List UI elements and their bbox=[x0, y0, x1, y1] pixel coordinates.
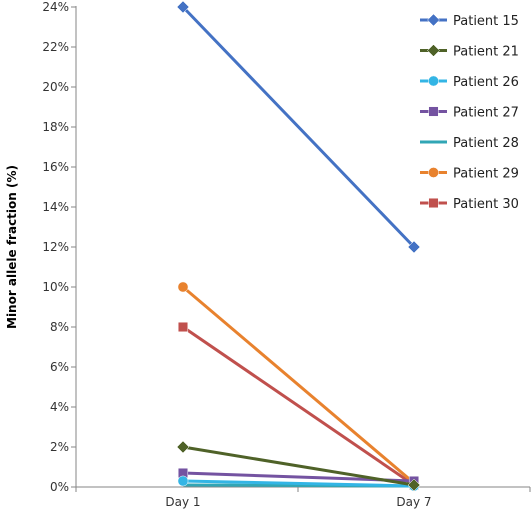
data-point bbox=[177, 281, 189, 293]
legend-label: Patient 30 bbox=[453, 197, 519, 212]
data-point bbox=[176, 0, 190, 14]
data-point bbox=[428, 197, 439, 209]
y-tick-label: 4% bbox=[50, 400, 69, 414]
series-patient-21 bbox=[176, 440, 421, 492]
data-point bbox=[427, 13, 440, 27]
legend-item: Patient 29 bbox=[420, 167, 519, 182]
plot-area: 0% 2% 4% 6% 8% 10% 12% 14% 16% 18% 20% 22% 24% Day 1… bbox=[42, 0, 531, 509]
y-tick-label: 22% bbox=[42, 40, 69, 54]
series-line bbox=[182, 325, 415, 487]
data-point bbox=[427, 44, 440, 57]
legend-label: Patient 29 bbox=[453, 167, 519, 182]
series-line bbox=[182, 479, 415, 488]
series-line bbox=[182, 285, 415, 485]
series-line bbox=[182, 445, 415, 487]
data-point bbox=[407, 478, 421, 492]
data-point bbox=[177, 475, 189, 487]
x-tick-label: Day 1 bbox=[165, 495, 200, 509]
data-point bbox=[176, 440, 190, 454]
y-tick-label: 14% bbox=[42, 200, 69, 214]
series-line bbox=[181, 5, 416, 249]
legend-item: Patient 27 bbox=[420, 106, 519, 121]
data-point bbox=[428, 106, 439, 117]
y-tick-label: 24% bbox=[42, 0, 69, 14]
legend-label: Patient 28 bbox=[453, 136, 519, 151]
y-axis-ticks: 0% 2% 4% 6% 8% 10% 12% 14% 16% 18% 20% 22% 24% bbox=[42, 0, 76, 494]
y-tick-label: 8% bbox=[50, 320, 69, 334]
series-patient-15 bbox=[176, 0, 421, 254]
x-tick-label: Day 7 bbox=[396, 495, 431, 509]
series-patient-29 bbox=[177, 281, 420, 489]
legend: Patient 15 Patient 21 Patient 26 Patient 27… bbox=[420, 13, 519, 212]
legend-label: Patient 27 bbox=[453, 106, 519, 121]
data-point bbox=[428, 75, 439, 87]
data-point bbox=[428, 167, 439, 178]
legend-item: Patient 26 bbox=[420, 75, 519, 90]
legend-label: Patient 26 bbox=[453, 75, 519, 90]
legend-label: Patient 21 bbox=[453, 45, 519, 60]
legend-item: Patient 15 bbox=[420, 13, 519, 29]
y-tick-label: 10% bbox=[42, 280, 69, 294]
legend-item: Patient 30 bbox=[420, 197, 519, 212]
y-tick-label: 16% bbox=[42, 160, 69, 174]
y-tick-label: 2% bbox=[50, 440, 69, 454]
y-tick-label: 18% bbox=[42, 120, 69, 134]
y-axis-title: Minor allele fraction (%) bbox=[5, 165, 19, 329]
y-tick-label: 12% bbox=[42, 240, 69, 254]
legend-item: Patient 28 bbox=[420, 136, 519, 151]
legend-label: Patient 15 bbox=[453, 14, 519, 29]
y-tick-label: 6% bbox=[50, 360, 69, 374]
x-axis-ticks: Day 1 Day 7 bbox=[75, 487, 531, 509]
data-point bbox=[407, 240, 421, 254]
y-tick-label: 20% bbox=[42, 80, 69, 94]
legend-item: Patient 21 bbox=[420, 44, 519, 60]
series-lines bbox=[176, 0, 421, 492]
y-tick-label: 0% bbox=[50, 480, 69, 494]
data-point bbox=[177, 321, 189, 333]
